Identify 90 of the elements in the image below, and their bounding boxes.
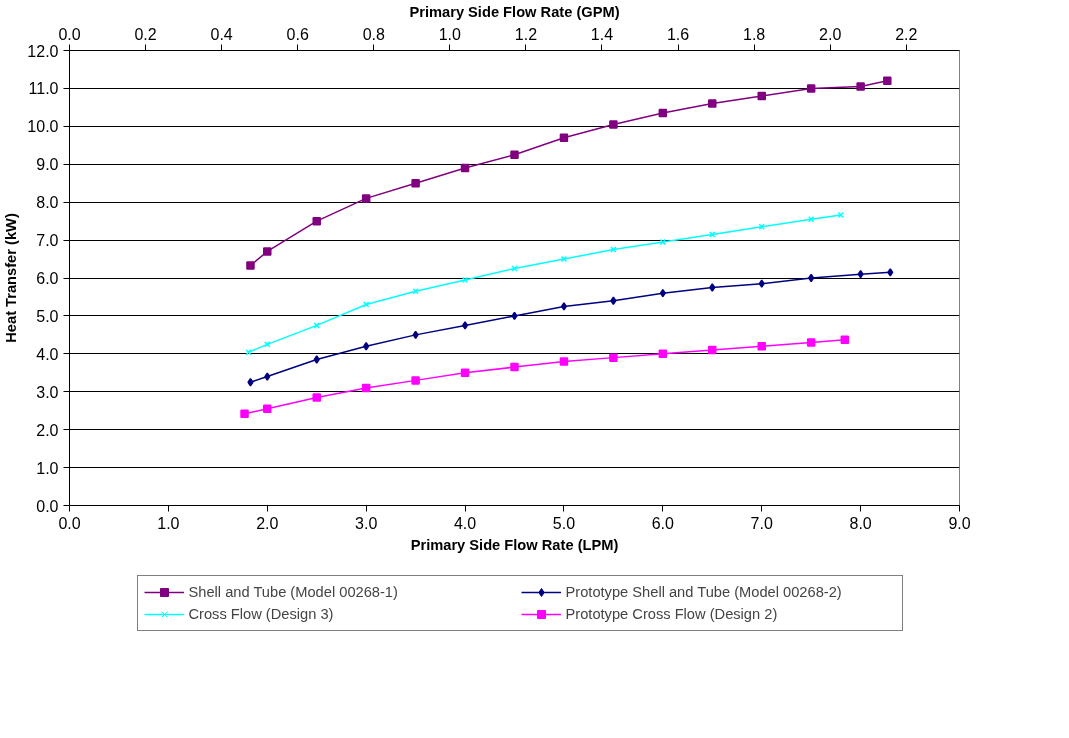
y-tick-label: 10.0 (27, 118, 59, 136)
point (883, 76, 892, 86)
point (263, 247, 272, 256)
point (887, 268, 894, 277)
legend-label: Cross Flow (Design 3) (188, 605, 335, 622)
point (412, 330, 419, 340)
point (411, 376, 420, 385)
x2-tick-label: 2.2 (895, 25, 918, 43)
point (313, 355, 320, 364)
point (560, 255, 568, 263)
x-axis-title: Primary Side Flow Rate (LPM) (410, 536, 619, 553)
point (609, 120, 618, 129)
x2-tick-label: 1.6 (666, 25, 690, 43)
x2-tick-label: 0.6 (286, 25, 309, 43)
y-tick-label: 11.0 (28, 80, 59, 98)
point (460, 163, 470, 173)
y-tick-label: 12.0 (27, 42, 59, 60)
x2-axis-title: Primary Side Flow Rate (GPM) (409, 3, 620, 20)
y-tick-label: 1.0 (36, 459, 59, 477)
point (840, 335, 850, 345)
x2-tick-label: 0.8 (362, 25, 385, 43)
point (808, 273, 815, 283)
point (411, 178, 420, 188)
point (757, 342, 766, 351)
point (510, 150, 519, 160)
x2-tick-label: 0.0 (58, 25, 81, 43)
legend-label: Prototype Shell and Tube (Model 00268-2) (565, 583, 843, 600)
point (510, 362, 519, 372)
point (857, 269, 864, 279)
point (708, 99, 717, 108)
x-tick-label: 7.0 (750, 514, 773, 532)
point (806, 338, 816, 347)
x-tick-label: 2.0 (256, 514, 279, 532)
point (247, 378, 254, 387)
point (559, 133, 569, 142)
y-tick-label: 4.0 (36, 345, 59, 363)
y-tick-label: 0.0 (36, 497, 59, 515)
point (559, 357, 569, 366)
point (560, 302, 568, 311)
point (610, 246, 617, 253)
y-tick-label: 2.0 (36, 421, 59, 439)
y-axis-title: Heat Transfer (kW) (3, 213, 20, 343)
y-tick-label: 3.0 (36, 383, 59, 401)
x2-tick-label: 2.0 (819, 25, 842, 43)
point (658, 108, 668, 118)
point (610, 296, 617, 305)
y-tick-label: 8.0 (36, 194, 59, 212)
y-tick-label: 7.0 (36, 232, 59, 250)
x2-tick-label: 0.2 (134, 25, 157, 43)
point (658, 349, 668, 359)
point (240, 409, 249, 418)
x2-tick-label: 1.0 (438, 25, 462, 43)
x2-tick-label: 1.4 (590, 25, 614, 43)
point (460, 368, 470, 378)
point (361, 383, 371, 393)
point (461, 321, 469, 330)
x-tick-label: 9.0 (948, 514, 971, 532)
x-tick-label: 3.0 (355, 514, 378, 532)
point (708, 345, 717, 355)
y-tick-label: 9.0 (36, 156, 59, 174)
x-tick-label: 5.0 (552, 514, 576, 532)
x2-tick-label: 0.4 (210, 25, 233, 43)
point (363, 342, 370, 351)
point (246, 261, 255, 270)
legend-label: Shell and Tube (Model 00268-1) (188, 583, 399, 600)
point (757, 91, 766, 101)
point (263, 404, 272, 414)
point (264, 372, 271, 381)
y-tick-label: 6.0 (36, 270, 59, 287)
y-tick-label: 5.0 (36, 307, 59, 325)
point (758, 279, 765, 288)
point (312, 393, 321, 402)
point (511, 311, 518, 321)
legend-label: Prototype Cross Flow (Design 2) (565, 605, 779, 622)
x-tick-label: 0.0 (58, 514, 81, 532)
x-tick-label: 6.0 (651, 514, 675, 532)
point (609, 353, 618, 362)
point (511, 265, 518, 272)
point (709, 283, 716, 292)
x2-tick-label: 1.8 (742, 25, 766, 43)
point (312, 216, 321, 226)
point (361, 194, 371, 203)
point (659, 288, 666, 298)
x-tick-label: 4.0 (453, 514, 477, 532)
x-tick-label: 8.0 (849, 514, 872, 532)
x-tick-label: 1.0 (157, 514, 180, 532)
point (856, 82, 865, 91)
point (806, 84, 816, 93)
x2-tick-label: 1.2 (514, 25, 538, 43)
point (807, 216, 815, 223)
